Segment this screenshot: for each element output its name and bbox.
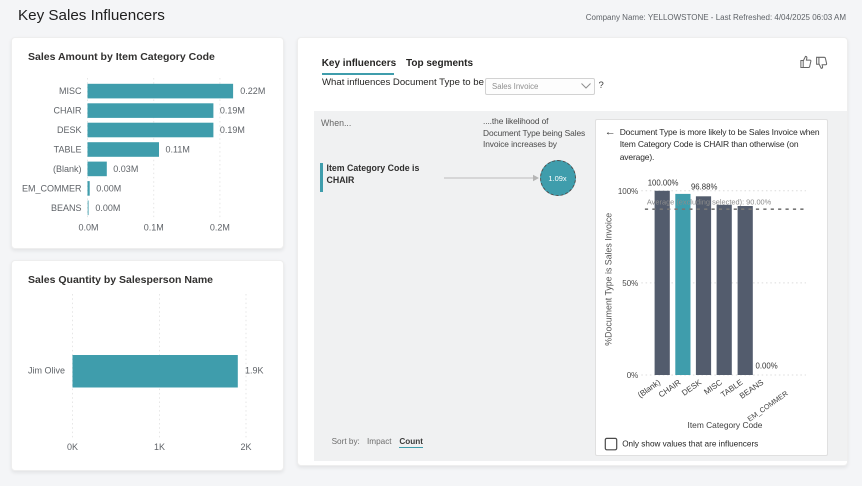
svg-text:Jim Olive: Jim Olive bbox=[28, 366, 65, 376]
svg-text:EM_COMMER: EM_COMMER bbox=[22, 183, 82, 193]
svg-text:0.1M: 0.1M bbox=[144, 222, 164, 232]
svg-text:50%: 50% bbox=[622, 279, 638, 288]
svg-text:0.19M: 0.19M bbox=[220, 106, 245, 116]
svg-text:Item Category Code: Item Category Code bbox=[687, 420, 762, 430]
svg-text:96.88%: 96.88% bbox=[691, 183, 718, 192]
svg-text:Only show values that are infl: Only show values that are influencers bbox=[622, 440, 758, 449]
svg-text:2K: 2K bbox=[240, 442, 251, 452]
svg-text:0.2M: 0.2M bbox=[210, 222, 230, 232]
svg-text:1.9K: 1.9K bbox=[245, 366, 264, 376]
svg-text:DESK: DESK bbox=[57, 125, 82, 135]
svg-text:0.00M: 0.00M bbox=[95, 203, 120, 213]
svg-text:(Blank): (Blank) bbox=[636, 378, 662, 400]
svg-text:0.00M: 0.00M bbox=[96, 183, 121, 193]
svg-text:0.22M: 0.22M bbox=[240, 86, 265, 96]
svg-text:MISC: MISC bbox=[59, 86, 82, 96]
svg-text:0.19M: 0.19M bbox=[220, 125, 245, 135]
svg-text:CHAIR: CHAIR bbox=[657, 378, 683, 400]
svg-text:0.03M: 0.03M bbox=[113, 164, 138, 174]
svg-text:DESK: DESK bbox=[680, 377, 704, 397]
svg-text:1K: 1K bbox=[154, 442, 165, 452]
svg-text:0.00%: 0.00% bbox=[755, 361, 777, 370]
svg-text:0%: 0% bbox=[626, 371, 638, 380]
svg-text:Average (excluding selected):: Average (excluding selected): 90.00% bbox=[647, 198, 772, 207]
svg-text:0K: 0K bbox=[67, 442, 78, 452]
svg-text:CHAIR: CHAIR bbox=[53, 106, 82, 116]
svg-text:BEANS: BEANS bbox=[51, 203, 82, 213]
svg-text:TABLE: TABLE bbox=[54, 144, 82, 154]
svg-text:BEANS: BEANS bbox=[738, 378, 765, 401]
svg-text:100.00%: 100.00% bbox=[647, 179, 678, 188]
svg-text:100%: 100% bbox=[618, 187, 638, 196]
svg-text:0.0M: 0.0M bbox=[78, 222, 98, 232]
svg-text:(Blank): (Blank) bbox=[53, 164, 82, 174]
svg-text:0.11M: 0.11M bbox=[166, 144, 190, 154]
svg-text:%Document Type is Sales Invoic: %Document Type is Sales Invoice bbox=[603, 213, 613, 346]
